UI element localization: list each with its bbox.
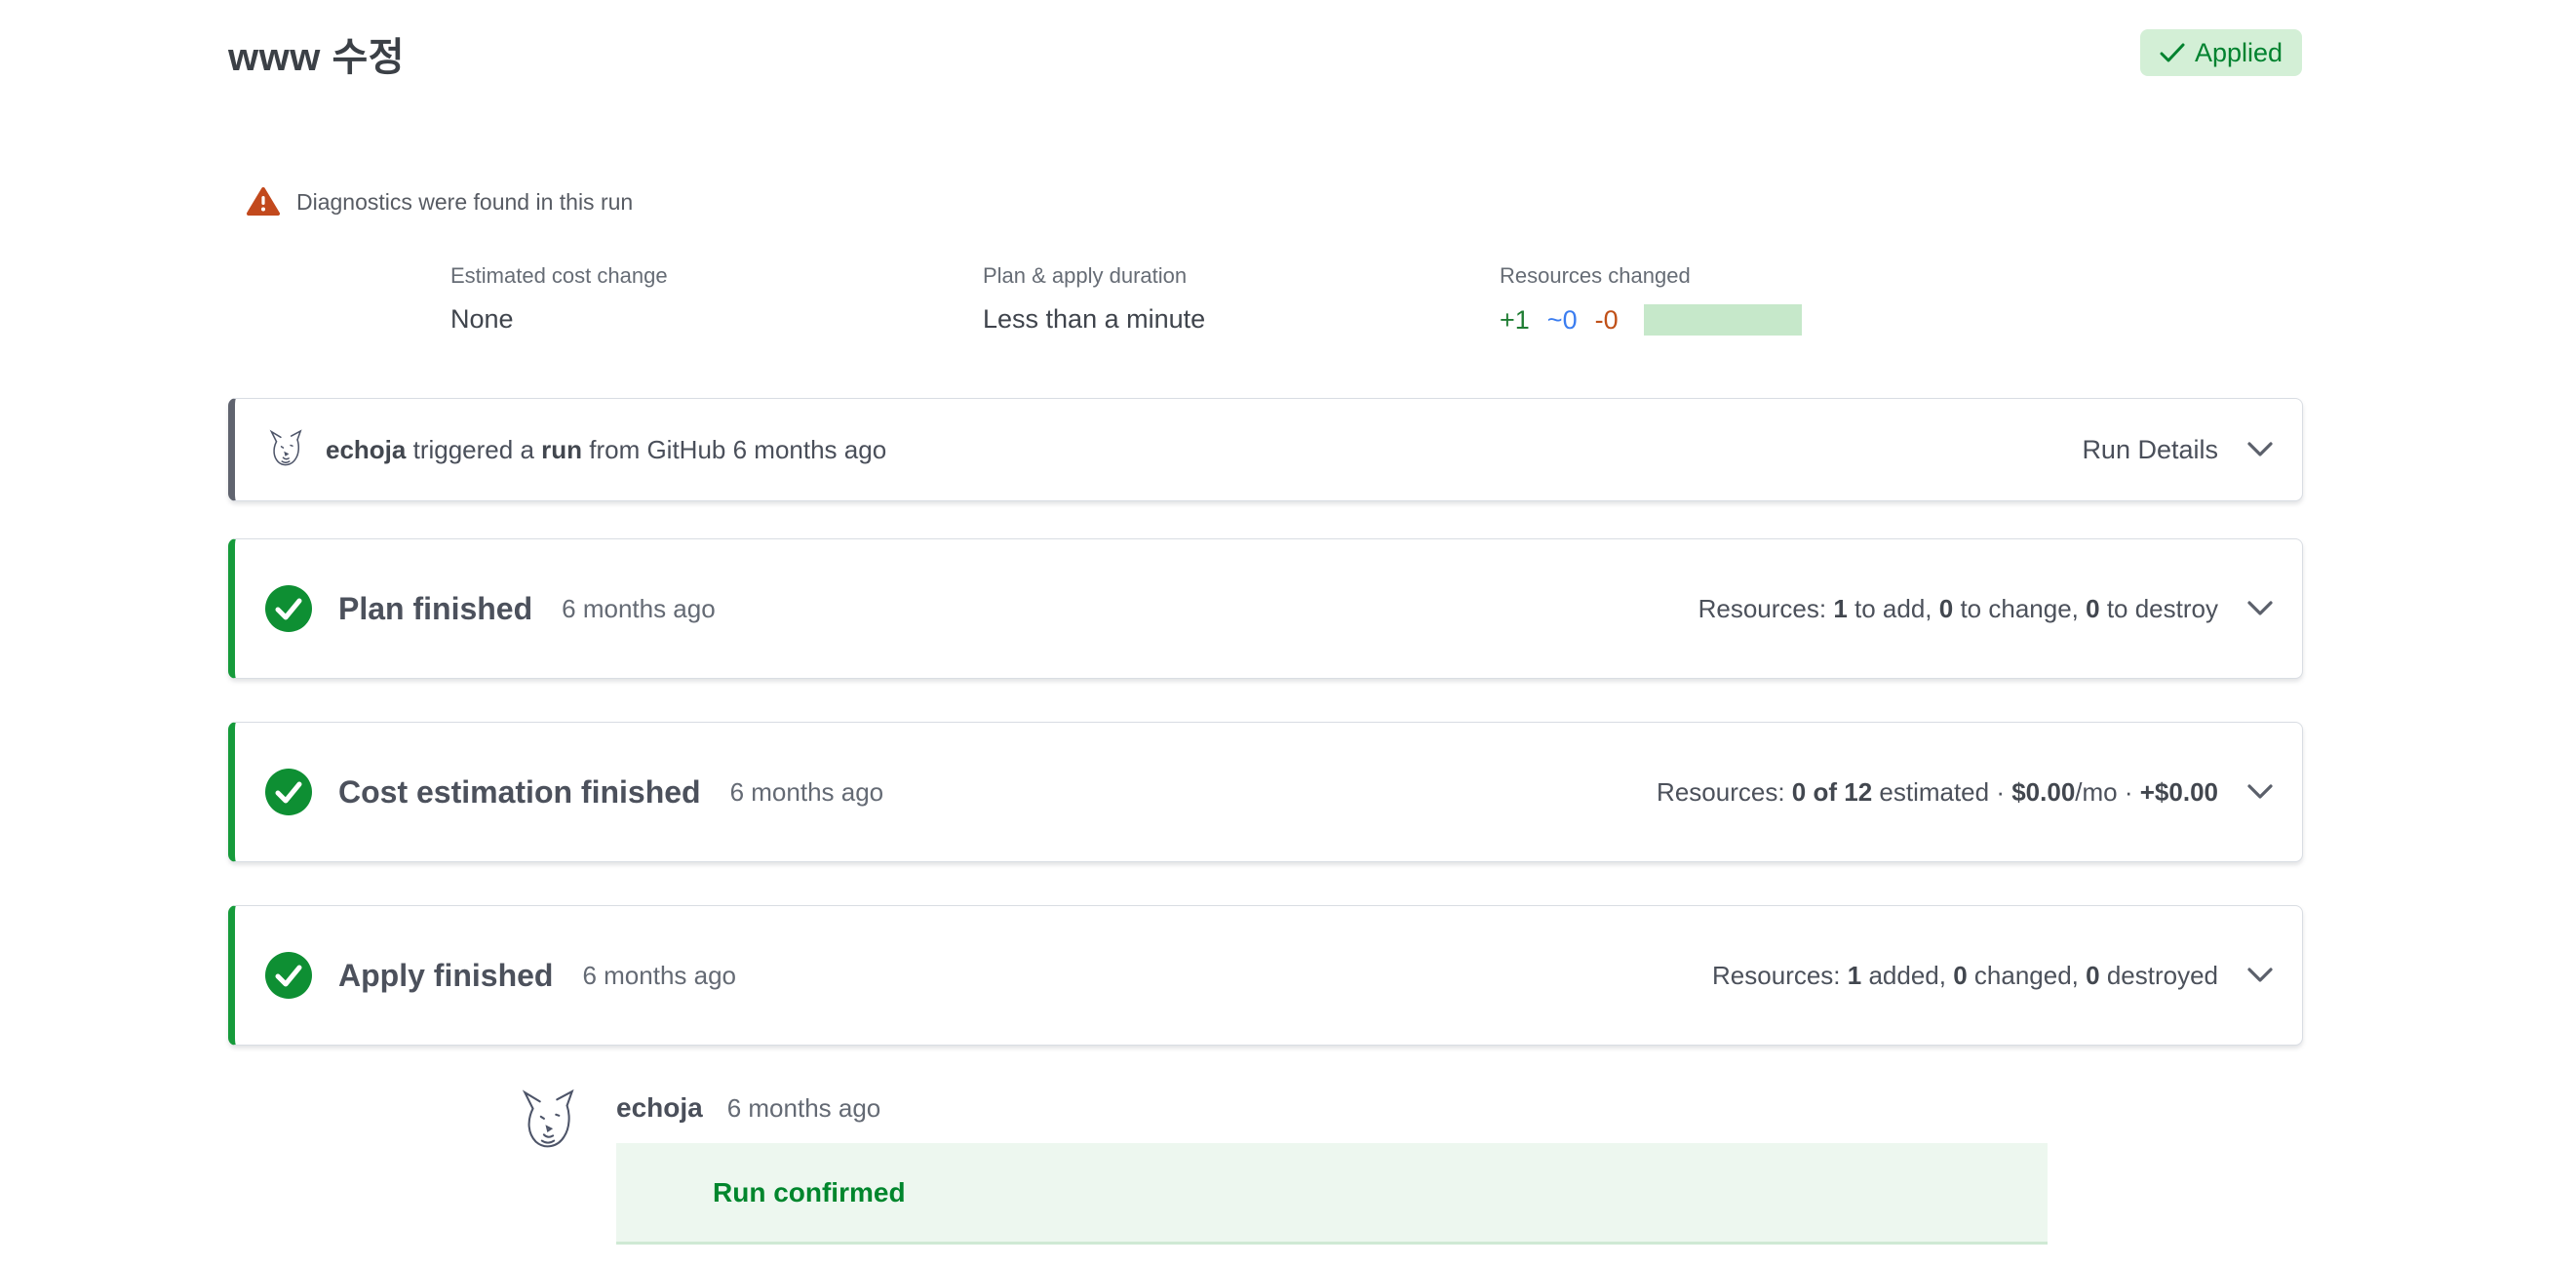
duration-value: Less than a minute [983,304,1206,334]
stage-title: Plan finished [338,590,533,626]
page-title: www 수정 [228,36,406,79]
status-badge: Applied [2140,29,2303,76]
trigger-description: echoja triggered a run from GitHub 6 mon… [326,434,887,464]
user-avatar [522,1088,574,1148]
resources-changed-bar [1643,304,1802,336]
run-details-label: Run Details [2082,434,2218,464]
stage-summary: Resources: 0 of 12 estimated · $0.00/mo … [1657,776,2218,807]
resources-destroyed-count: -0 [1594,304,1619,335]
check-icon [2160,43,2185,62]
success-check-icon [265,585,312,632]
stage-summary: Resources: 1 to add, 0 to change, 0 to d… [1698,593,2218,623]
warning-triangle-icon [247,187,280,216]
success-check-icon [265,952,312,999]
resources-added-count: +1 [1500,304,1530,335]
success-check-icon [265,769,312,815]
meta-cost-change: Estimated cost change None [450,263,668,335]
run-confirmed-message: Run confirmed [713,1176,906,1207]
meta-duration: Plan & apply duration Less than a minute [983,263,1205,335]
comment-header: echoja 6 months ago [616,1092,880,1124]
stage-title: Apply finished [338,957,554,993]
chevron-down-icon[interactable] [2247,442,2273,457]
run-trigger-card[interactable]: echoja triggered a run from GitHub 6 mon… [228,398,2303,501]
run-confirmed-banner: Run confirmed [616,1143,2048,1245]
resources-changed-label: Resources changed [1500,263,1691,288]
status-badge-label: Applied [2195,37,2283,67]
stage-timestamp: 6 months ago [562,593,716,623]
cost-change-label: Estimated cost change [450,263,668,288]
stage-timestamp: 6 months ago [582,960,737,990]
stage-card-plan[interactable]: Plan finished 6 months ago Resources: 1 … [228,538,2303,679]
chevron-down-icon[interactable] [2247,784,2273,800]
duration-label: Plan & apply duration [983,263,1188,288]
stage-card-apply[interactable]: Apply finished 6 months ago Resources: 1… [228,905,2303,1046]
cost-change-value: None [450,304,514,334]
stage-title: Cost estimation finished [338,773,701,810]
stage-timestamp: 6 months ago [729,776,884,807]
stage-summary: Resources: 1 added, 0 changed, 0 destroy… [1712,960,2218,990]
chevron-down-icon[interactable] [2247,968,2273,983]
diagnostics-message: Diagnostics were found in this run [296,188,634,215]
stage-card-cost-estimation[interactable]: Cost estimation finished 6 months ago Re… [228,722,2303,862]
comment-timestamp: 6 months ago [726,1093,881,1123]
chevron-down-icon[interactable] [2247,601,2273,616]
comment-author: echoja [616,1092,703,1123]
resources-changed-count: ~0 [1546,304,1578,335]
diagnostics-warning: Diagnostics were found in this run [247,187,633,217]
meta-resources-changed: Resources changed +1 ~0 -0 [1500,263,1802,336]
user-avatar [269,429,302,466]
